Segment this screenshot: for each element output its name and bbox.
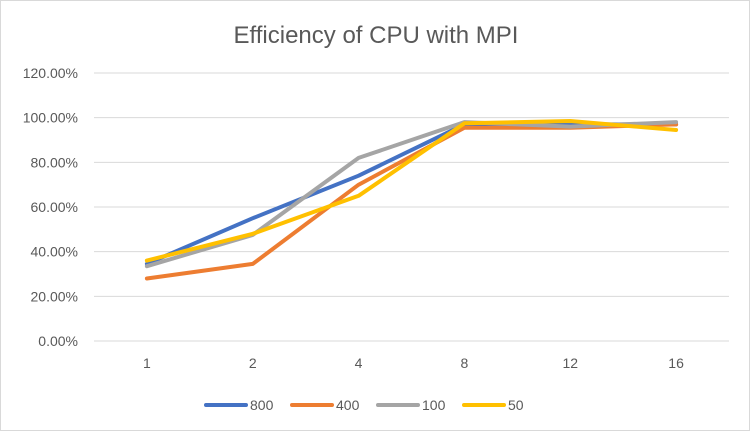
gridlines bbox=[94, 72, 729, 342]
series-line-50 bbox=[144, 119, 679, 263]
x-tick-label: 12 bbox=[562, 355, 578, 371]
x-tick-label: 2 bbox=[249, 355, 257, 371]
y-tick-label: 0.00% bbox=[38, 333, 78, 349]
y-tick-label: 60.00% bbox=[31, 199, 78, 215]
y-tick-label: 20.00% bbox=[31, 288, 78, 304]
series-lines bbox=[144, 119, 679, 281]
legend: 800 400 100 50 bbox=[204, 397, 524, 413]
legend-label-800: 800 bbox=[250, 397, 274, 413]
x-axis-ticks: 1 2 4 8 12 16 bbox=[143, 355, 684, 371]
y-axis-ticks: 0.00% 20.00% 40.00% 60.00% 80.00% 100.00% 120.… bbox=[23, 65, 78, 349]
legend-label-50: 50 bbox=[508, 397, 524, 413]
series-line-100 bbox=[144, 120, 679, 269]
x-tick-label: 1 bbox=[143, 355, 151, 371]
x-tick-label: 16 bbox=[668, 355, 684, 371]
chart-title: Efficiency of CPU with MPI bbox=[234, 22, 519, 49]
x-tick-label: 4 bbox=[355, 355, 363, 371]
y-tick-label: 40.00% bbox=[31, 244, 78, 260]
x-tick-label: 8 bbox=[461, 355, 469, 371]
legend-label-400: 400 bbox=[336, 397, 360, 413]
legend-label-100: 100 bbox=[422, 397, 446, 413]
y-tick-label: 120.00% bbox=[23, 65, 78, 81]
y-tick-label: 80.00% bbox=[31, 154, 78, 170]
y-tick-label: 100.00% bbox=[23, 110, 78, 126]
series-line-400 bbox=[144, 122, 679, 281]
